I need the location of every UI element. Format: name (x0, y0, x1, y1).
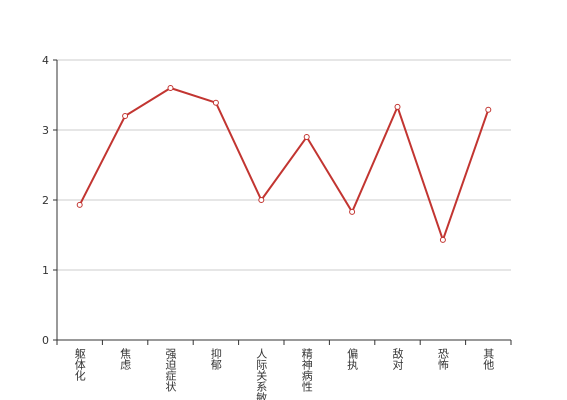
point (76, 201, 83, 208)
y-tick-label: 4 (42, 54, 49, 67)
x-tick-label: 其他 (482, 348, 495, 370)
y-tick-label: 2 (42, 194, 49, 207)
y-tick-label: 1 (42, 264, 49, 277)
x-tick-label: 躯体化 (73, 348, 86, 382)
point (212, 99, 219, 106)
y-tick-label: 3 (42, 124, 49, 137)
x-tick-label: 人际关系敏感 (255, 348, 268, 400)
x-tick-label: 偏执 (346, 347, 359, 371)
x-tick-label: 抑郁 (209, 347, 222, 370)
point (303, 134, 310, 140)
x-tick-label: 恐怖 (436, 348, 449, 370)
line (78, 86, 490, 243)
y-tick-label: 0 (42, 334, 49, 347)
point (394, 103, 401, 110)
point (349, 208, 356, 215)
point (485, 106, 492, 113)
point (258, 197, 265, 203)
point (439, 236, 446, 243)
point (122, 113, 129, 119)
x-tick-label: 敌对 (391, 347, 404, 370)
point (167, 85, 174, 91)
x-tick-label: 焦虑 (119, 348, 132, 370)
x-tick-label: 强迫症状 (164, 348, 177, 392)
x-tick-label: 精神病性 (300, 348, 313, 393)
